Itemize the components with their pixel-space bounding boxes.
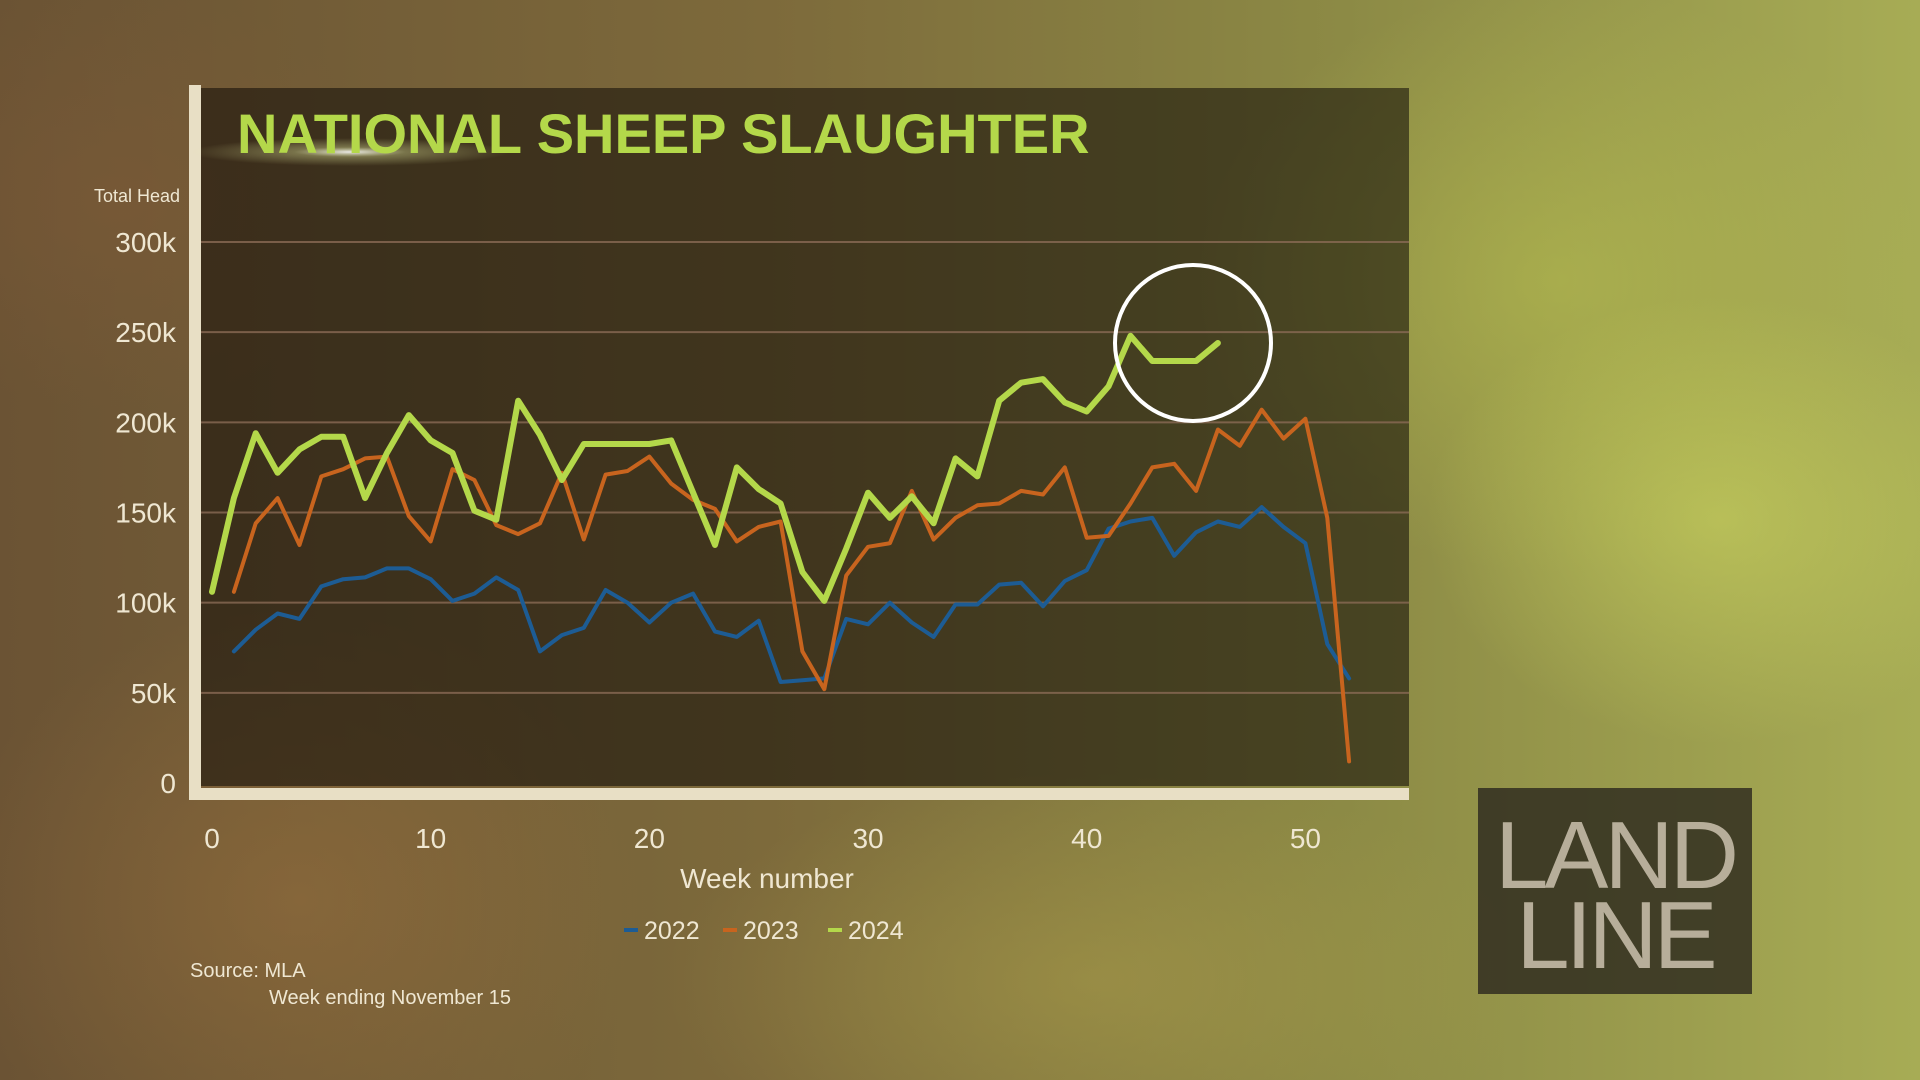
y-tick-label: 200k xyxy=(115,407,177,438)
x-tick-label: 10 xyxy=(415,823,446,854)
x-tick-label: 50 xyxy=(1290,823,1321,854)
series-line-2024 xyxy=(209,332,1221,604)
legend-label-2022: 2022 xyxy=(644,917,700,945)
legend: 2022 2023 2024 xyxy=(624,917,904,945)
title-flare xyxy=(190,138,510,166)
y-tick-label: 50k xyxy=(131,678,177,709)
x-axis-label: Week number xyxy=(680,863,854,894)
series-line-2022 xyxy=(231,505,1352,684)
x-tick-label: 40 xyxy=(1071,823,1102,854)
week-ending-note: Week ending November 15 xyxy=(269,987,511,1009)
y-tick-label: 150k xyxy=(115,498,177,529)
y-axis-bar xyxy=(189,85,201,800)
plot-panel xyxy=(199,88,1409,786)
legend-label-2024: 2024 xyxy=(848,917,904,945)
y-axis-label: Total Head xyxy=(94,186,180,206)
source-note: Source: MLA xyxy=(190,960,306,982)
logo-text-line-2: LINE xyxy=(1516,882,1717,989)
x-tick-label: 0 xyxy=(204,823,220,854)
y-tick-label: 100k xyxy=(115,588,177,619)
x-axis-bar xyxy=(189,788,1409,800)
y-tick-label: 300k xyxy=(115,227,177,258)
logo-text-line-1: LAND xyxy=(1494,802,1739,909)
x-tick-label: 20 xyxy=(634,823,665,854)
legend-label-2023: 2023 xyxy=(743,917,799,945)
landline-logo: LAND LINE xyxy=(1478,788,1752,994)
x-tick-label: 30 xyxy=(852,823,883,854)
y-tick-label: 250k xyxy=(115,317,177,348)
series-line-2023 xyxy=(231,407,1352,764)
highlight-circle xyxy=(1113,263,1273,423)
chart-title: NATIONAL SHEEP SLAUGHTER xyxy=(237,102,1090,165)
y-tick-label: 0 xyxy=(160,768,176,799)
